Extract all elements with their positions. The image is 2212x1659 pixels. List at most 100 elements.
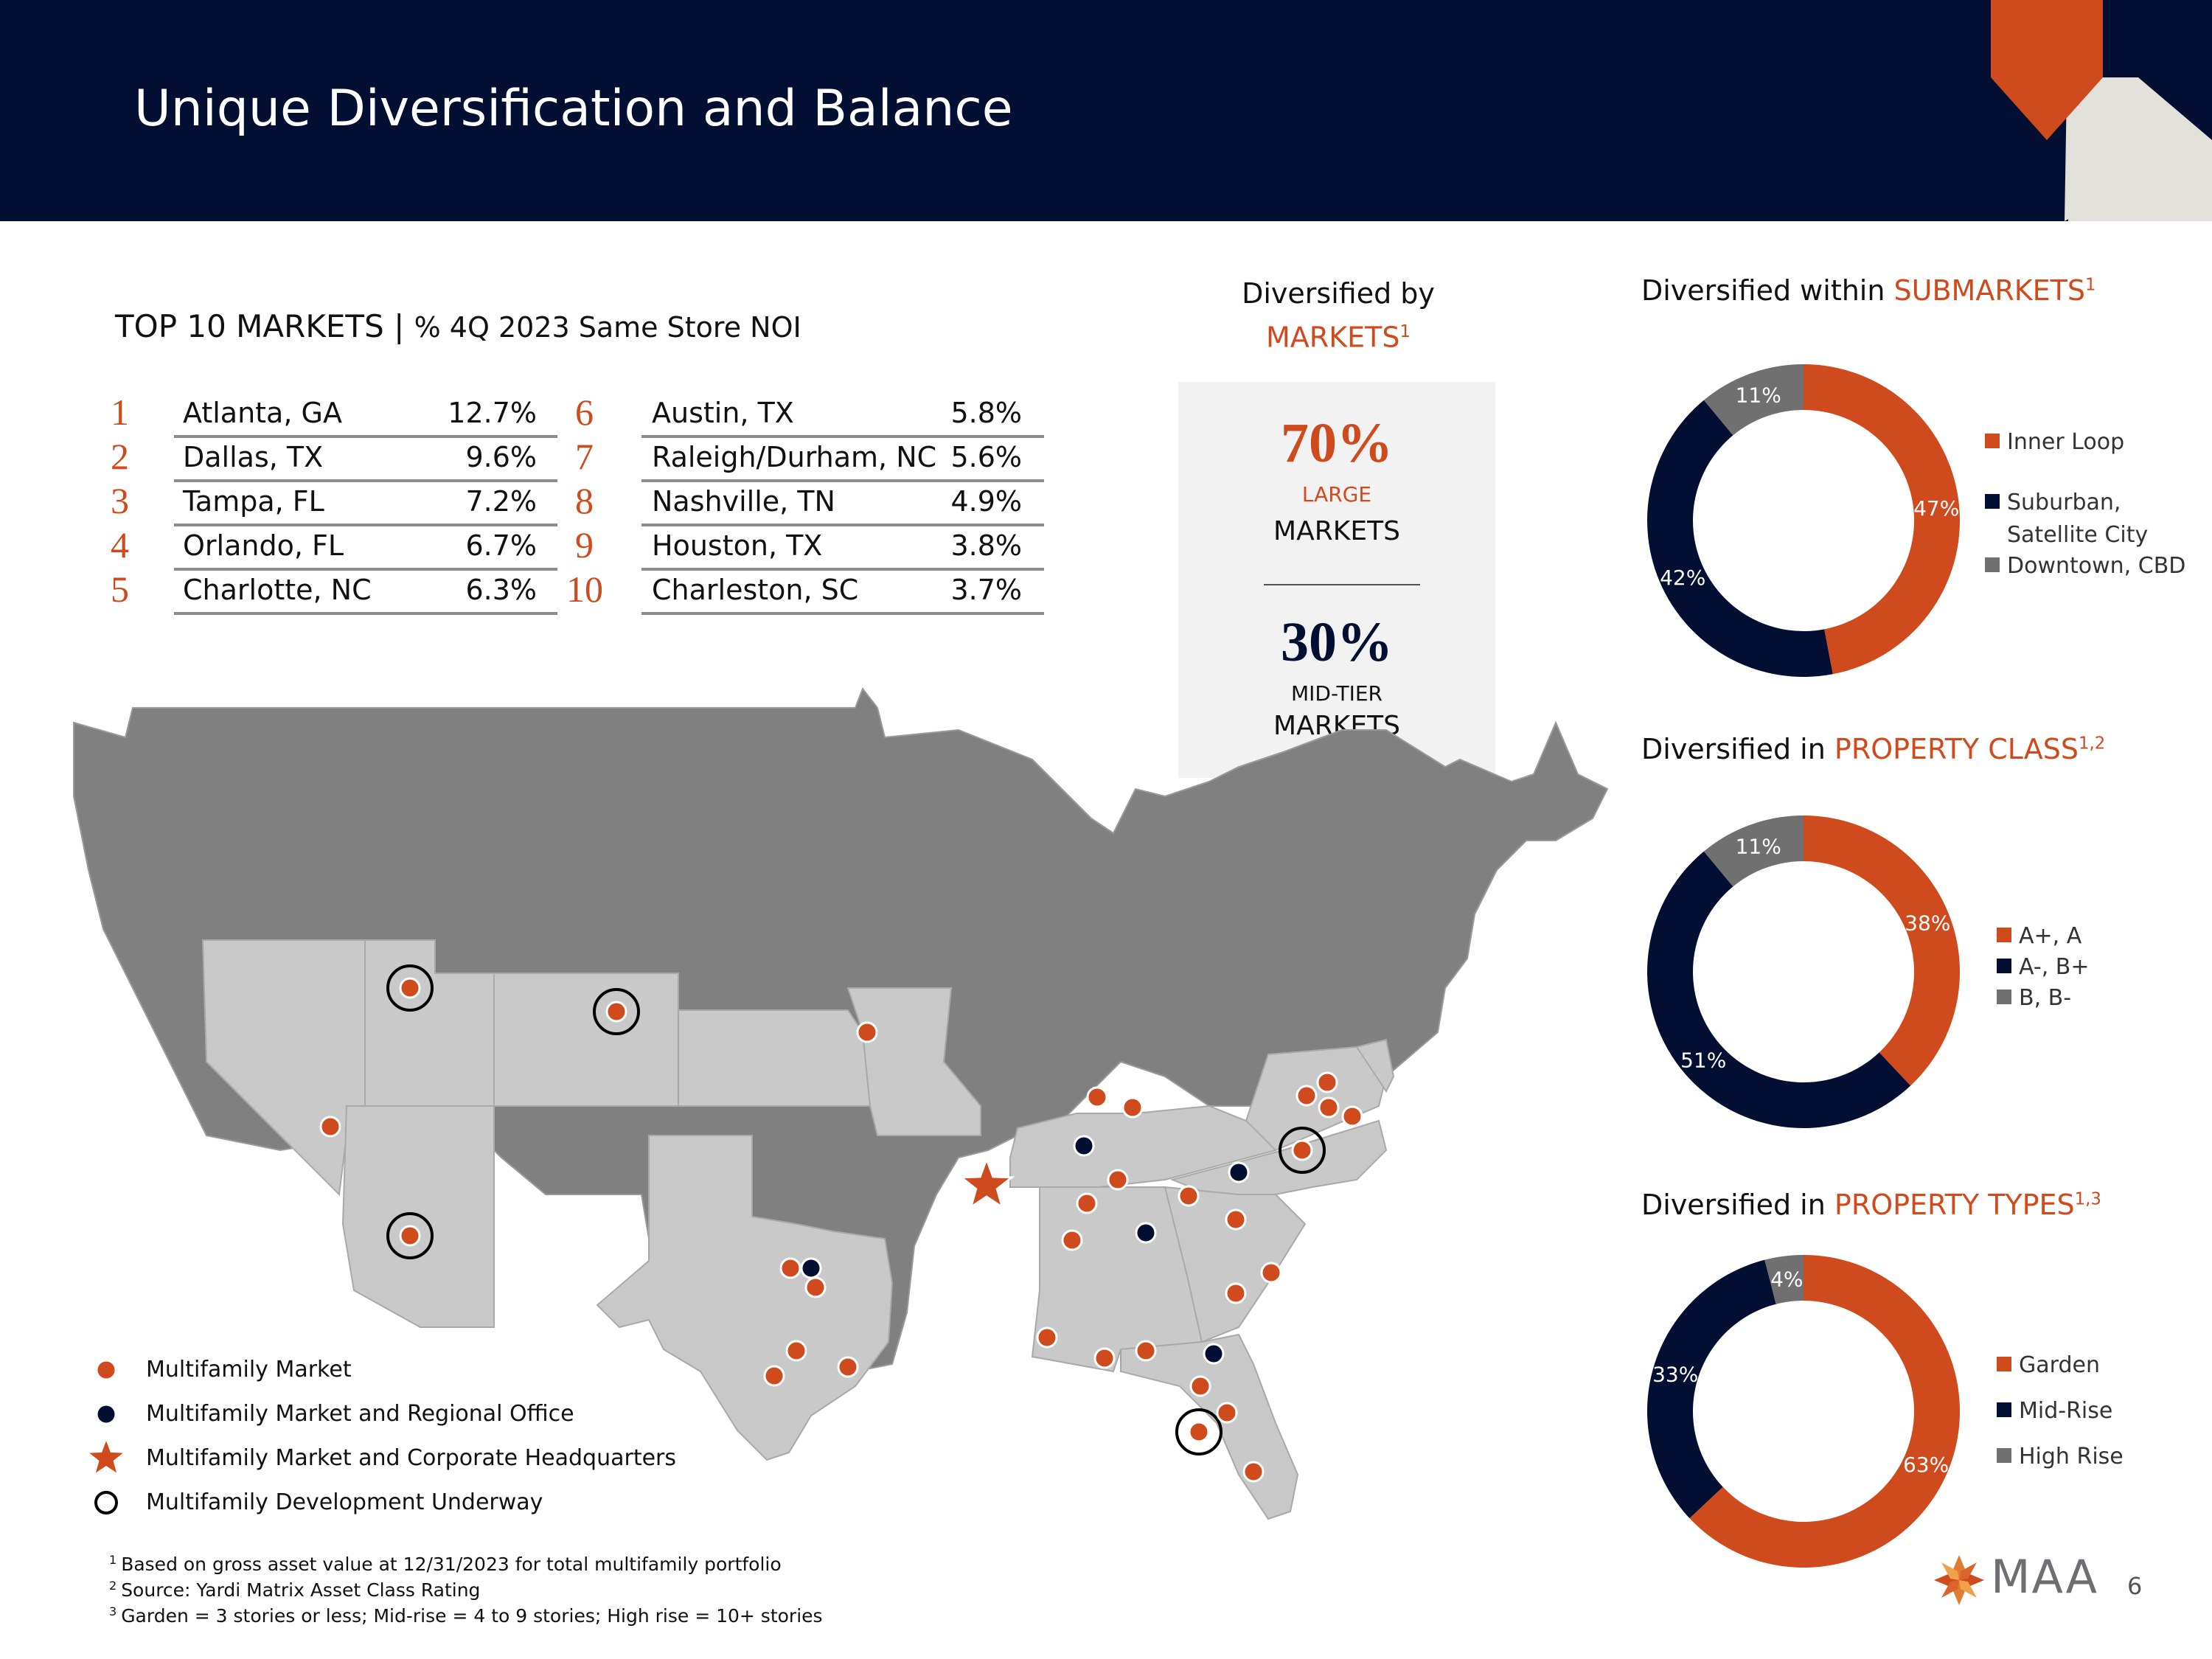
legend-swatch-icon [1985, 493, 2000, 509]
markets-box-title-sup: 1 [1399, 322, 1411, 341]
map-legend-label: Multifamily Market and Corporate Headqua… [146, 1445, 677, 1471]
multifamily-market-dot-icon [856, 1021, 878, 1043]
multifamily-market-dot-icon [1188, 1421, 1210, 1443]
state-missouri [846, 987, 981, 1136]
donut-value-label: 38% [1905, 911, 1950, 935]
donut-slice [1647, 851, 1911, 1128]
page-number: 6 [2127, 1572, 2143, 1600]
legend-label: Downtown, CBD [2007, 553, 2186, 579]
market-name: Austin, TX [652, 397, 794, 429]
state-texas [596, 1135, 894, 1461]
deco-orange-shape [1991, 0, 2103, 140]
state-nevada [201, 939, 366, 1197]
market-row [174, 571, 557, 615]
state-kansas [678, 1009, 872, 1107]
chart-title-highlight: PROPERTY TYPES [1834, 1189, 2075, 1221]
market-rank: 6 [575, 392, 594, 433]
chart-legend-item: A+, A [1997, 920, 2081, 953]
markets-box-title: Diversified by MARKETS1 [1180, 274, 1497, 357]
footnote: 1 Based on gross asset value at 12/31/202… [109, 1553, 782, 1575]
market-rank: 9 [575, 524, 594, 566]
chart-title-sup: 1 [2084, 275, 2096, 295]
multifamily-market-dot-icon [1225, 1208, 1247, 1231]
market-rank: 8 [575, 480, 594, 521]
chart-title-highlight: SUBMARKETS [1893, 274, 2085, 307]
chart-legend-item: Downtown, CBD [1985, 550, 2185, 582]
legend-label: A+, A [2019, 923, 2082, 949]
legend-swatch-icon [1985, 557, 2000, 572]
header-bar: Unique Diversification and Balance [0, 0, 2212, 221]
legend-swatch-icon [1997, 1356, 2011, 1371]
legend-swatch-icon [1985, 433, 2000, 448]
chart-legend-item: A-, B+ [1997, 951, 2089, 984]
market-value: 5.6% [950, 441, 1022, 473]
map-legend-label: Multifamily Market and Regional Office [146, 1401, 574, 1427]
regional-office-dot-icon [1228, 1161, 1250, 1183]
multifamily-market-dot-icon [804, 1276, 827, 1298]
chart-legend-item: Inner Loop [1985, 426, 2124, 459]
market-rank: 2 [111, 436, 129, 477]
market-value: 7.2% [465, 485, 537, 518]
market-name: Dallas, TX [183, 441, 324, 473]
market-rank: 10 [566, 568, 603, 610]
state-maryland [1355, 1038, 1395, 1093]
multifamily-market-dot-icon [1036, 1326, 1058, 1349]
market-rank: 1 [111, 392, 129, 433]
multifamily-market-dot-icon [779, 1257, 801, 1279]
donut-slice [1647, 1259, 1776, 1519]
multifamily-market-dot-icon [1318, 1096, 1340, 1119]
donut-slice [1764, 1255, 1804, 1304]
top10-title: TOP 10 MARKETS | % 4Q 2023 Same Store NO… [115, 308, 801, 344]
chart-title: Diversified in PROPERTY TYPES1,3 [1641, 1189, 2101, 1221]
map-markers [319, 964, 1363, 1483]
maa-logo-text: MAA [1991, 1550, 2099, 1604]
markets-box-title-word: MARKETS [1266, 321, 1400, 354]
header-decoration-icon [1991, 0, 2212, 221]
donut-value-label: 63% [1903, 1453, 1949, 1477]
market-name: Charlotte, NC [183, 574, 372, 606]
legend-swatch-icon [1997, 1402, 2011, 1417]
chart-title-prefix: Diversified in [1641, 1189, 1834, 1221]
legend-label: Suburban, [2007, 490, 2121, 515]
market-name: Raleigh/Durham, NC [652, 441, 937, 473]
multifamily-market-dot-icon [605, 1001, 627, 1023]
regional-office-dot-icon [800, 1257, 822, 1279]
multifamily-market-dot-icon [1135, 1340, 1157, 1362]
legend-swatch-icon [1997, 989, 2011, 1004]
development-ring-icon [1279, 1127, 1326, 1174]
donut-value-label: 42% [1660, 566, 1705, 590]
market-row [641, 526, 1044, 571]
chart-legend-item: Suburban, Satellite City [1985, 487, 2148, 552]
footnote-text: Garden = 3 stories or less; Mid-rise = 4… [121, 1605, 823, 1627]
footnote: 3 Garden = 3 stories or less; Mid-rise = … [109, 1604, 823, 1627]
footnote-text: Based on gross asset value at 12/31/2023… [121, 1554, 782, 1576]
legend-label: B, B- [2019, 985, 2072, 1011]
chart-legend-item: B, B- [1997, 982, 2071, 1015]
mid-markets-pct: 30% [1281, 611, 1393, 673]
top10-separator: | [394, 308, 405, 344]
large-markets-pct: 70% [1281, 412, 1393, 474]
orange-dot-icon [95, 1359, 117, 1381]
donut-value-label: 33% [1652, 1363, 1698, 1387]
legend-label: A-, B+ [2019, 954, 2090, 980]
development-ring-icon [1175, 1408, 1222, 1455]
multifamily-market-dot-icon [837, 1356, 859, 1378]
market-name: Nashville, TN [652, 485, 835, 518]
multifamily-market-dot-icon [1260, 1262, 1282, 1284]
us-map [73, 686, 1609, 1520]
multifamily-market-dot-icon [1291, 1139, 1313, 1161]
chart-legend-item: Garden [1997, 1349, 2100, 1382]
donut-chart: 38% 51% 11% [1647, 815, 1960, 1128]
multifamily-market-dot-icon [399, 1225, 421, 1247]
footnote-number: 1 [109, 1553, 117, 1567]
map-legend-label: Multifamily Development Underway [146, 1489, 543, 1515]
multifamily-market-dot-icon [1225, 1282, 1247, 1304]
multifamily-market-dot-icon [785, 1340, 807, 1362]
deco-navy-notch [2103, 0, 2212, 140]
chart-title-prefix: Diversified within [1641, 274, 1894, 307]
market-rank: 7 [575, 436, 594, 477]
donut-chart: 47% 42% 11% [1647, 364, 1960, 677]
star-icon [89, 1441, 123, 1473]
legend-label: Garden [2019, 1352, 2100, 1378]
legend-label: Inner Loop [2007, 429, 2125, 455]
